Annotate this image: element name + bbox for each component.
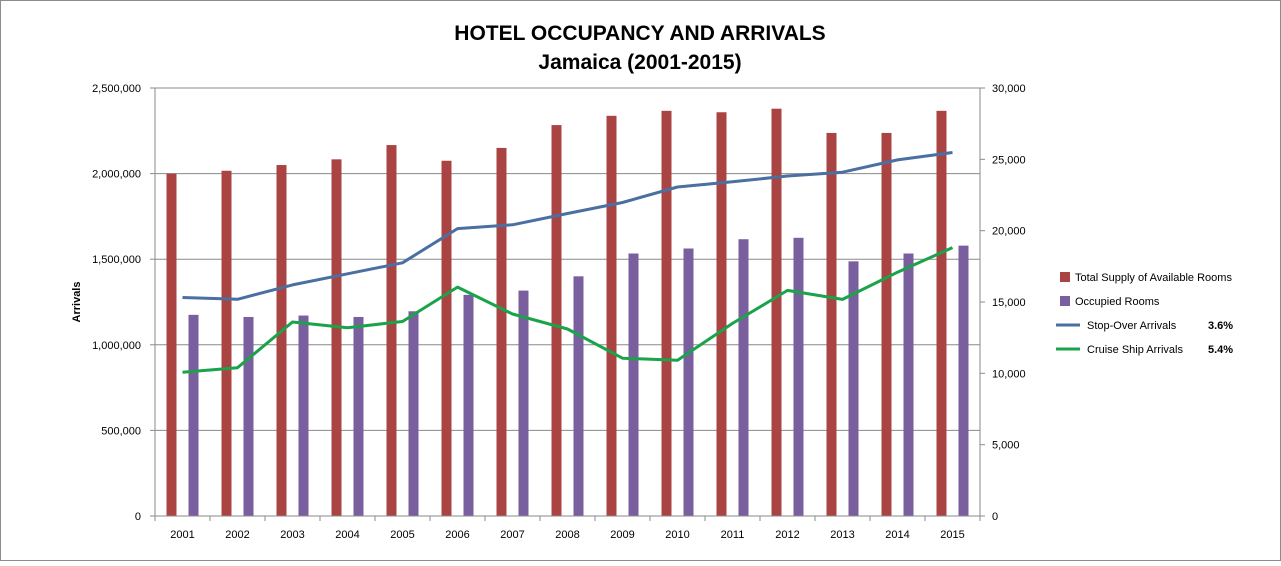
bar-supply-2007 (496, 147, 507, 517)
x-tick-label-2013: 2013 (830, 529, 854, 541)
chart-subtitle: Jamaica (2001-2015) (538, 51, 741, 74)
bar-occupied-2009 (628, 253, 639, 516)
y-right-tick-label-3: 15,000 (992, 297, 1026, 309)
bar-occupied-2007 (518, 290, 529, 516)
bar-supply-2014 (881, 132, 892, 516)
x-tick-label-2011: 2011 (721, 529, 745, 541)
legend-label-cruise-ship: Cruise Ship Arrivals (1087, 344, 1183, 356)
y-left-tick-label-5: 2,500,000 (92, 83, 141, 95)
line-stop-over (182, 151, 953, 301)
y-axis-title: Arrivals (71, 282, 83, 323)
bar-supply-2008 (551, 125, 562, 517)
y-left-tick-label-4: 2,000,000 (92, 169, 141, 181)
bar-supply-2010 (661, 110, 672, 517)
chart-title: HOTEL OCCUPANCY AND ARRIVALS (454, 22, 825, 45)
y-right-tick-label-1: 5,000 (992, 440, 1020, 452)
y-left-tick-label-0: 0 (135, 511, 141, 523)
legend-rate-cruise-ship: 5.4% (1208, 344, 1233, 356)
axes: 0 500,000 1,000,000 1,500,000 2,000,000 2,500… (92, 83, 1026, 541)
bar-occupied-2005 (408, 311, 419, 516)
bar-supply-2001 (166, 173, 177, 516)
legend-label-supply: Total Supply of Available Rooms (1075, 272, 1232, 284)
legend-label-occupied: Occupied Rooms (1075, 296, 1160, 308)
x-tick-label-2015: 2015 (940, 529, 964, 541)
bar-occupied-2002 (243, 316, 254, 516)
legend: Total Supply of Available Rooms Occupied … (1056, 272, 1233, 356)
bar-supply-2004 (331, 159, 342, 517)
bar-occupied-2003 (298, 315, 309, 516)
legend-label-stop-over: Stop-Over Arrivals (1087, 320, 1177, 332)
x-tick-label-2009: 2009 (610, 529, 634, 541)
bar-occupied-2001 (188, 314, 199, 516)
y-left-tick-label-1: 500,000 (101, 425, 141, 437)
y-right-tick-label-0: 0 (992, 511, 998, 523)
bar-supply-2006 (441, 160, 452, 516)
bar-supply-2013 (826, 132, 837, 516)
line-cruise-ship (182, 246, 954, 374)
bar-supply-2005 (386, 145, 397, 517)
bar-supply-2003 (276, 165, 287, 517)
x-tick-label-2010: 2010 (665, 529, 689, 541)
lines (182, 151, 954, 374)
y-right-tick-label-2: 10,000 (992, 368, 1026, 380)
bar-occupied-2013 (848, 261, 859, 516)
bar-occupied-2010 (683, 248, 694, 516)
y-right-tick-label-4: 20,000 (992, 226, 1026, 238)
bar-occupied-2014 (903, 253, 914, 516)
x-tick-label-2008: 2008 (555, 529, 579, 541)
bar-occupied-2008 (573, 276, 584, 516)
bar-occupied-2006 (463, 294, 474, 516)
y-right-tick-label-6: 30,000 (992, 83, 1026, 95)
bar-occupied-2004 (353, 316, 364, 516)
bar-supply-2002 (221, 170, 232, 516)
bars (166, 108, 969, 517)
x-tick-label-2012: 2012 (775, 529, 799, 541)
x-tick-label-2007: 2007 (500, 529, 524, 541)
x-tick-label-2001: 2001 (170, 529, 194, 541)
x-tick-label-2014: 2014 (885, 529, 909, 541)
legend-swatch-occupied (1060, 296, 1070, 306)
bar-occupied-2012 (793, 237, 804, 517)
bar-supply-2011 (716, 112, 727, 517)
x-tick-label-2002: 2002 (225, 529, 249, 541)
legend-rate-stop-over: 3.6% (1208, 320, 1233, 332)
legend-swatch-supply (1060, 272, 1070, 282)
y-left-tick-label-2: 1,000,000 (92, 340, 141, 352)
y-left-tick-label-3: 1,500,000 (92, 254, 141, 266)
x-tick-label-2004: 2004 (335, 529, 359, 541)
grid-lines (155, 87, 980, 431)
x-tick-label-2006: 2006 (445, 529, 469, 541)
bar-occupied-2011 (738, 239, 749, 516)
bar-supply-2009 (606, 115, 617, 516)
x-tick-label-2005: 2005 (390, 529, 414, 541)
x-tick-label-2003: 2003 (280, 529, 304, 541)
bar-occupied-2015 (958, 245, 969, 516)
bar-supply-2015 (936, 110, 947, 517)
bar-supply-2012 (771, 108, 782, 516)
y-right-tick-label-5: 25,000 (992, 154, 1026, 166)
